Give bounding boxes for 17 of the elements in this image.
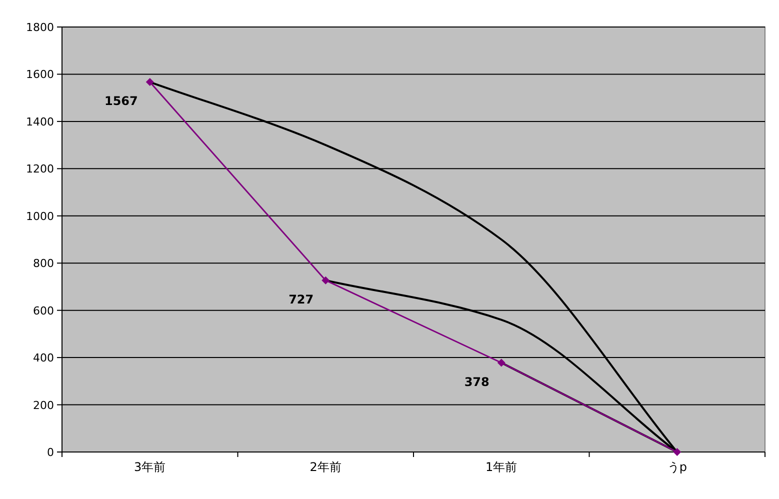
y-tick-label: 1800 [26,21,54,34]
y-tick-label: 1600 [26,68,54,82]
data-label: 727 [288,292,314,306]
x-tick-label: 1年前 [486,460,518,474]
y-tick-label: 800 [33,257,54,270]
data-label: 1567 [104,94,138,108]
x-tick-label: うp [667,460,687,474]
data-label: 378 [464,374,490,389]
y-tick-label: 600 [33,304,54,318]
y-tick-label: 1000 [26,210,54,223]
y-tick-label: 1200 [26,162,54,176]
x-tick-label: 2年前 [310,460,342,474]
y-tick-label: 400 [33,352,54,365]
x-tick-label: 3年前 [134,460,166,474]
y-tick-label: 1400 [26,115,54,128]
y-tick-label: 200 [33,398,54,412]
y-tick-label: 0 [47,446,54,459]
